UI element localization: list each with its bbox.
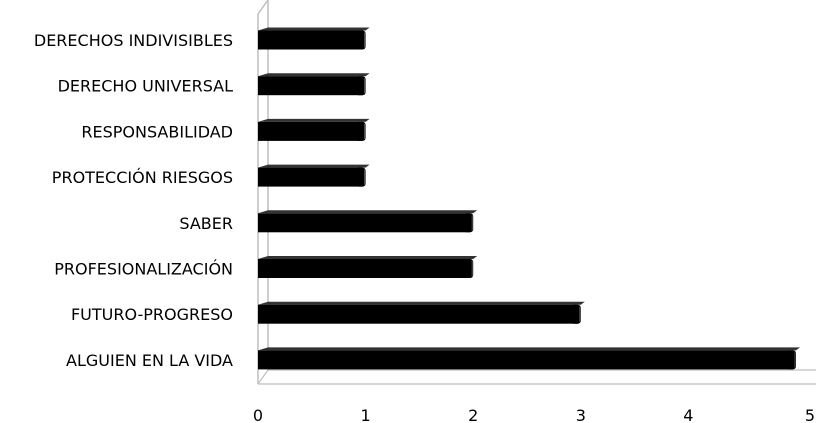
x-tick-label: 2 [468,406,478,423]
bar-front-face [258,121,363,141]
bar-top-face [258,164,370,168]
bar-series [258,27,800,370]
bar-front-face [258,304,578,324]
category-labels: DERECHOS INDIVISIBLES DERECHO UNIVERSAL RE… [34,31,233,370]
bar-front-face [258,76,363,96]
bar-end-cap [355,30,366,50]
category-label: PROFESIONALIZACIÓN [54,260,233,279]
bar-top-face [258,347,800,351]
bar-top-face [258,256,478,259]
bar [258,73,370,96]
x-tick-label: 5 [805,406,815,423]
bar-end-cap [355,167,366,187]
bar-top-face [258,73,370,77]
bar-end-cap [355,121,366,141]
bar [258,164,370,187]
category-label: FUTURO-PROGRESO [71,305,233,324]
bar-end-cap [463,213,474,233]
bar-end-cap [355,76,366,96]
bar-front-face [258,259,471,278]
bar [258,118,370,141]
floor-back-line [257,369,816,385]
bar-front-face [258,213,471,233]
category-label: ALGUIEN EN LA VIDA [66,351,233,370]
bar [258,347,800,370]
y-axis-wall [257,0,269,384]
bar [258,27,370,50]
bar-top-face [258,118,370,122]
bar-top-face [258,210,478,214]
x-tick-label: 1 [361,406,371,423]
bar-front-face [258,350,793,370]
x-tick-label: 0 [253,406,263,423]
bar [258,210,478,233]
bar [258,301,585,324]
bar-front-face [258,30,363,50]
category-label: DERECHO UNIVERSAL [58,77,234,96]
x-tick-label: 3 [576,406,586,423]
chart-axis-walls [257,0,816,385]
bar-end-cap [463,259,474,278]
category-label: SABER [179,214,233,233]
x-axis-tick-labels: 0 1 2 3 4 5 [253,406,815,423]
bar-top-face [258,301,585,305]
category-label: PROTECCIÓN RIESGOS [52,168,233,187]
bar-end-cap [786,350,796,370]
bar-end-cap [570,304,581,324]
bar-top-face [258,27,370,31]
bar-front-face [258,167,363,187]
bar [258,256,478,278]
category-label: RESPONSABILIDAD [81,122,233,141]
x-tick-label: 4 [683,406,693,423]
category-label: DERECHOS INDIVISIBLES [34,31,233,50]
